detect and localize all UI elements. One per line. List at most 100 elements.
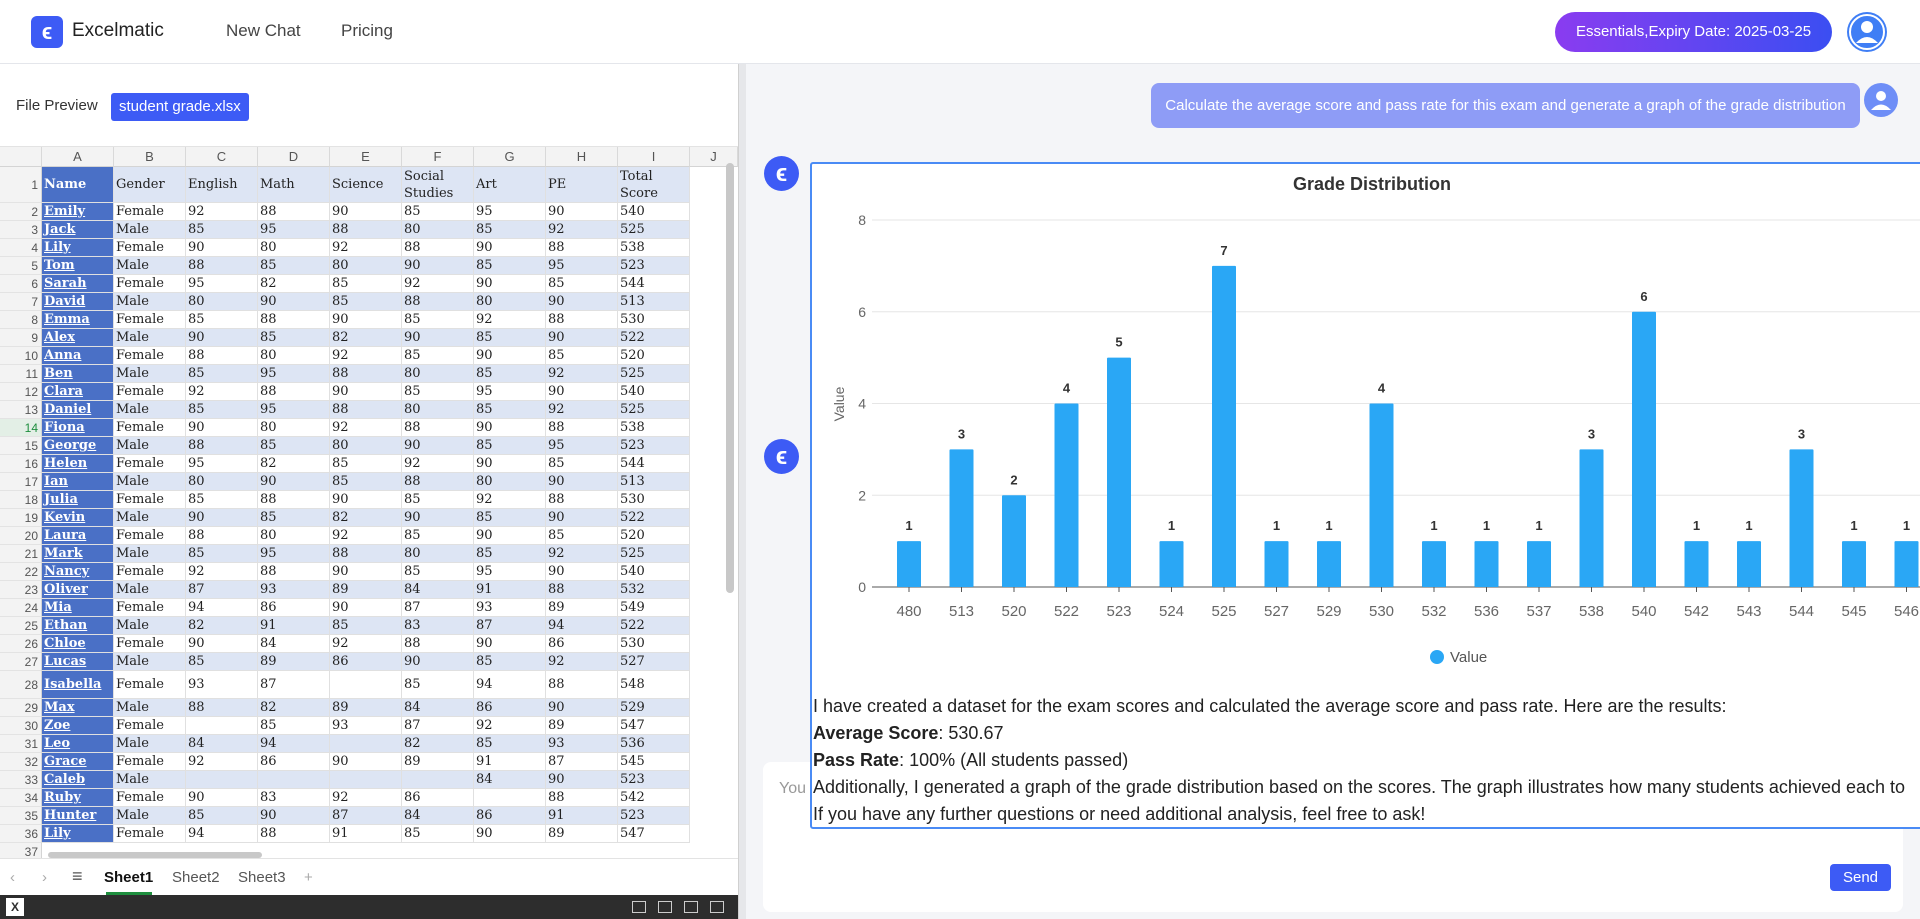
row-number[interactable]: 28 [0, 671, 42, 699]
table-cell[interactable]: Female [114, 753, 186, 771]
table-cell[interactable]: 92 [330, 239, 402, 257]
name-cell[interactable]: Anna [42, 347, 114, 365]
table-cell[interactable]: 92 [330, 789, 402, 807]
table-cell[interactable]: 80 [474, 473, 546, 491]
table-cell[interactable]: 92 [186, 383, 258, 401]
table-cell[interactable]: 82 [258, 275, 330, 293]
name-cell[interactable]: Fiona [42, 419, 114, 437]
table-cell[interactable]: 86 [258, 599, 330, 617]
table-cell[interactable]: 80 [402, 365, 474, 383]
select-all-corner[interactable] [0, 147, 42, 167]
table-cell[interactable]: 522 [618, 329, 690, 347]
table-cell[interactable]: 92 [330, 347, 402, 365]
table-cell[interactable]: 522 [618, 617, 690, 635]
table-cell[interactable]: 88 [402, 635, 474, 653]
table-cell[interactable]: 82 [258, 699, 330, 717]
name-cell[interactable]: Lily [42, 239, 114, 257]
column-header-c[interactable]: C [186, 147, 258, 167]
table-cell[interactable]: 83 [258, 789, 330, 807]
table-cell[interactable]: 85 [402, 491, 474, 509]
table-cell[interactable] [402, 771, 474, 789]
table-cell[interactable]: 90 [546, 203, 618, 221]
table-cell[interactable]: Male [114, 771, 186, 789]
table-cell[interactable]: 544 [618, 455, 690, 473]
table-cell[interactable]: 85 [330, 455, 402, 473]
vertical-scrollbar[interactable] [726, 163, 734, 593]
table-cell[interactable]: 88 [402, 419, 474, 437]
table-cell[interactable]: 85 [402, 203, 474, 221]
column-header-g[interactable]: G [474, 147, 546, 167]
header-cell[interactable]: Art [474, 167, 546, 203]
table-cell[interactable]: 90 [330, 311, 402, 329]
table-cell[interactable]: 520 [618, 347, 690, 365]
name-cell[interactable]: Leo [42, 735, 114, 753]
table-cell[interactable]: 82 [402, 735, 474, 753]
table-cell[interactable]: 548 [618, 671, 690, 699]
table-cell[interactable] [186, 717, 258, 735]
table-cell[interactable]: 92 [474, 717, 546, 735]
table-cell[interactable]: 88 [186, 347, 258, 365]
name-cell[interactable]: Sarah [42, 275, 114, 293]
name-cell[interactable]: Max [42, 699, 114, 717]
table-cell[interactable]: 95 [546, 257, 618, 275]
table-cell[interactable]: Male [114, 545, 186, 563]
table-cell[interactable]: 85 [258, 329, 330, 347]
header-cell[interactable]: Gender [114, 167, 186, 203]
plan-badge[interactable]: Essentials,Expiry Date: 2025-03-25 [1555, 12, 1832, 52]
tab-prev-icon[interactable]: ‹ [10, 869, 15, 886]
table-cell[interactable]: 538 [618, 419, 690, 437]
column-header-b[interactable]: B [114, 147, 186, 167]
table-cell[interactable]: 85 [402, 527, 474, 545]
table-cell[interactable]: 92 [474, 491, 546, 509]
table-cell[interactable]: 527 [618, 653, 690, 671]
table-cell[interactable]: 88 [330, 365, 402, 383]
table-cell[interactable]: 90 [186, 789, 258, 807]
table-cell[interactable]: 90 [474, 635, 546, 653]
table-cell[interactable]: 82 [186, 617, 258, 635]
table-cell[interactable]: 513 [618, 293, 690, 311]
table-cell[interactable]: 85 [402, 563, 474, 581]
table-cell[interactable]: 94 [258, 735, 330, 753]
name-cell[interactable]: Ruby [42, 789, 114, 807]
name-cell[interactable]: Jack [42, 221, 114, 239]
table-cell[interactable]: 89 [402, 753, 474, 771]
header-cell[interactable]: English [186, 167, 258, 203]
table-cell[interactable]: 513 [618, 473, 690, 491]
table-cell[interactable]: 85 [186, 653, 258, 671]
table-cell[interactable]: 92 [546, 545, 618, 563]
table-cell[interactable]: 83 [402, 617, 474, 635]
table-cell[interactable]: 85 [330, 617, 402, 635]
table-cell[interactable]: 88 [258, 825, 330, 843]
row-number[interactable]: 33 [0, 771, 42, 789]
row-number[interactable]: 20 [0, 527, 42, 545]
table-cell[interactable]: 90 [330, 383, 402, 401]
table-cell[interactable]: 82 [330, 329, 402, 347]
table-cell[interactable]: 80 [258, 419, 330, 437]
table-cell[interactable]: 88 [258, 563, 330, 581]
table-cell[interactable]: 542 [618, 789, 690, 807]
row-number[interactable]: 26 [0, 635, 42, 653]
header-cell[interactable]: Total Score [618, 167, 690, 203]
table-cell[interactable]: 85 [258, 437, 330, 455]
table-cell[interactable]: 86 [474, 807, 546, 825]
table-cell[interactable]: 90 [474, 239, 546, 257]
table-cell[interactable]: Male [114, 221, 186, 239]
table-cell[interactable]: Male [114, 401, 186, 419]
table-cell[interactable]: 88 [546, 671, 618, 699]
table-cell[interactable]: 88 [258, 491, 330, 509]
table-cell[interactable]: 85 [186, 401, 258, 419]
table-cell[interactable]: 88 [402, 293, 474, 311]
add-sheet-icon[interactable]: + [304, 869, 313, 886]
table-cell[interactable]: 93 [186, 671, 258, 699]
name-cell[interactable]: Zoe [42, 717, 114, 735]
name-cell[interactable]: Lily [42, 825, 114, 843]
table-cell[interactable]: 94 [546, 617, 618, 635]
row-number[interactable]: 23 [0, 581, 42, 599]
row-number[interactable]: 10 [0, 347, 42, 365]
table-cell[interactable]: 90 [402, 329, 474, 347]
table-cell[interactable]: 80 [330, 257, 402, 275]
table-cell[interactable]: 85 [330, 293, 402, 311]
row-number[interactable]: 14 [0, 419, 42, 437]
row-number[interactable]: 4 [0, 239, 42, 257]
table-cell[interactable]: 89 [330, 581, 402, 599]
